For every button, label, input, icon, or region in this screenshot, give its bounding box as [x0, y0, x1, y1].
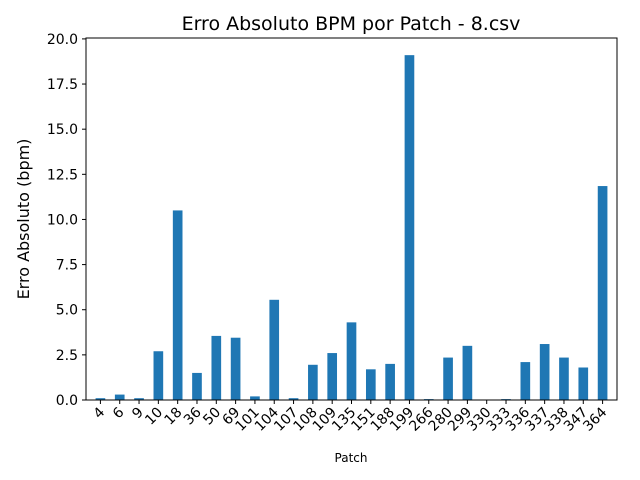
bar-10: [153, 351, 164, 400]
bar-109: [327, 353, 338, 400]
bar-50: [211, 335, 222, 400]
plot-frame: [85, 37, 618, 401]
y-tick-label: 7.5: [56, 258, 78, 274]
chart-title: Erro Absoluto BPM por Patch - 8.csv: [182, 13, 521, 35]
bar-107: [288, 398, 299, 400]
bar-18: [172, 210, 183, 400]
bar-280: [443, 357, 453, 400]
y-tick-label: 15.0: [47, 122, 78, 138]
bars-group: [95, 55, 608, 401]
bar-9: [134, 398, 144, 400]
bar-6: [114, 394, 125, 400]
y-tick-label: 17.5: [47, 77, 78, 93]
bar-299: [462, 345, 473, 400]
y-tick-label: 0.0: [56, 393, 78, 409]
x-tick-label: 364: [580, 404, 610, 434]
y-axis-label: Erro Absoluto (bpm): [14, 139, 33, 300]
bar-336: [520, 362, 531, 400]
y-tick-label: 12.5: [47, 167, 78, 183]
bar-36: [192, 372, 202, 400]
bar-347: [578, 367, 589, 400]
bar-69: [230, 337, 241, 400]
x-axis-label: Patch: [335, 451, 368, 465]
bar-151: [365, 369, 376, 400]
x-axis: 4 6 91018365069101104107108109135151188199…: [91, 400, 610, 435]
y-tick-label: 10.0: [47, 212, 78, 228]
bar-135: [346, 322, 357, 400]
bar-101: [250, 396, 260, 400]
y-tick-label: 20.0: [47, 32, 78, 48]
bar-364: [597, 186, 608, 400]
y-axis: 0.0 2.5 5.0 7.5 10.0 12.5 15.0 17.5 20.0: [47, 32, 86, 409]
bar-188: [385, 363, 395, 400]
bar-338: [559, 357, 569, 400]
bar-337: [539, 344, 550, 400]
y-tick-label: 2.5: [56, 348, 78, 364]
bar-104: [269, 299, 280, 400]
x-tick-label: 4: [91, 404, 109, 422]
bar-199: [404, 55, 415, 401]
bar-4: [95, 398, 106, 400]
x-tick-label: 6: [110, 404, 128, 422]
bar-108: [308, 364, 318, 400]
y-tick-label: 5.0: [56, 303, 78, 319]
